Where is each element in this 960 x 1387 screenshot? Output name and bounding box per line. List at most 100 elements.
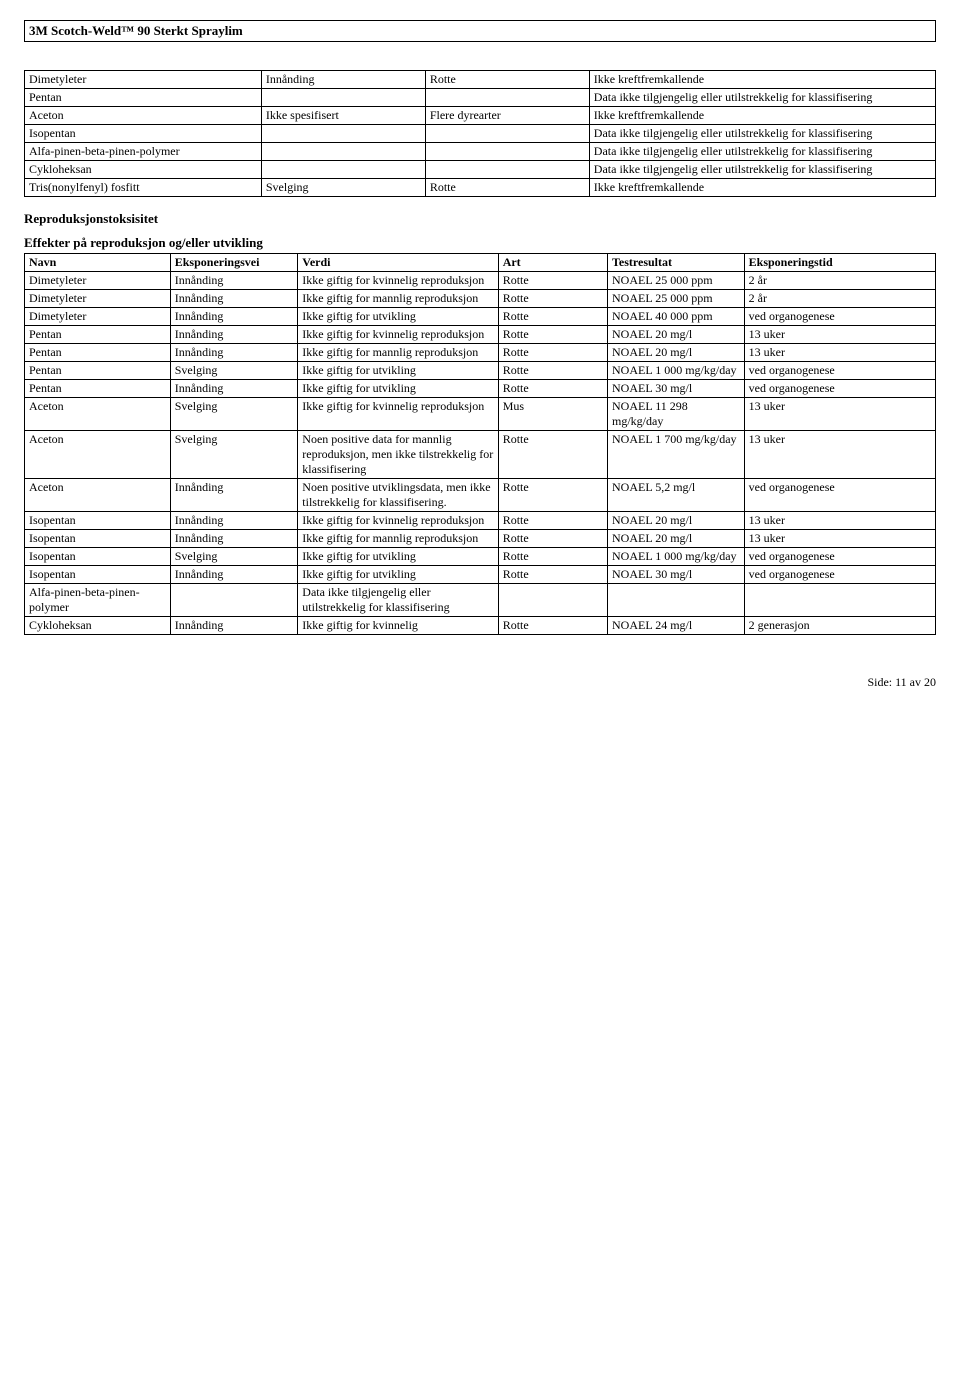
table-row: IsopentanData ikke tilgjengelig eller ut… xyxy=(25,125,936,143)
table-cell: Rotte xyxy=(425,179,589,197)
table-cell: NOAEL 1 000 mg/kg/day xyxy=(608,548,745,566)
table-cell: NOAEL 25 000 ppm xyxy=(608,272,745,290)
table-cell: Ikke giftig for mannlig reproduksjon xyxy=(298,530,498,548)
table-row: IsopentanInnåndingIkke giftig for mannli… xyxy=(25,530,936,548)
table-cell xyxy=(425,143,589,161)
table-cell: Innånding xyxy=(170,344,298,362)
table-cell: Innånding xyxy=(170,326,298,344)
table-cell: NOAEL 25 000 ppm xyxy=(608,290,745,308)
table-cell: Svelging xyxy=(170,398,298,431)
table-cell: Data ikke tilgjengelig eller utilstrekke… xyxy=(298,584,498,617)
table-row: PentanSvelgingIkke giftig for utviklingR… xyxy=(25,362,936,380)
page-number: Side: 11 av 20 xyxy=(867,675,936,689)
table-cell xyxy=(425,125,589,143)
table-cell: ved organogenese xyxy=(744,479,935,512)
table-cell: ved organogenese xyxy=(744,362,935,380)
table-cell: Ikke giftig for mannlig reproduksjon xyxy=(298,344,498,362)
table-cell xyxy=(425,89,589,107)
table-cell: Aceton xyxy=(25,479,171,512)
table-cell: Rotte xyxy=(498,272,607,290)
table-cell: Ikke giftig for kvinnelig xyxy=(298,617,498,635)
table-cell: NOAEL 30 mg/l xyxy=(608,566,745,584)
table-row: PentanData ikke tilgjengelig eller utils… xyxy=(25,89,936,107)
table-cell: Ikke giftig for utvikling xyxy=(298,548,498,566)
table-cell: Innånding xyxy=(170,272,298,290)
col-header: Eksponeringsvei xyxy=(170,254,298,272)
table-cell: Rotte xyxy=(498,290,607,308)
table-row: AcetonIkke spesifisertFlere dyrearterIkk… xyxy=(25,107,936,125)
table-cell: Ikke giftig for utvikling xyxy=(298,362,498,380)
table-cell: Isopentan xyxy=(25,548,171,566)
table-cell xyxy=(261,89,425,107)
table-cell: Tris(nonylfenyl) fosfitt xyxy=(25,179,262,197)
table-cell: Dimetyleter xyxy=(25,308,171,326)
table-cell: Rotte xyxy=(498,344,607,362)
table-cell: 2 generasjon xyxy=(744,617,935,635)
col-header: Verdi xyxy=(298,254,498,272)
table-cell: Rotte xyxy=(498,548,607,566)
table-cell: 13 uker xyxy=(744,344,935,362)
table-cell: Rotte xyxy=(498,431,607,479)
table-cell: Alfa-pinen-beta-pinen-polymer xyxy=(25,143,262,161)
table-header-row: Navn Eksponeringsvei Verdi Art Testresul… xyxy=(25,254,936,272)
table-cell: NOAEL 40 000 ppm xyxy=(608,308,745,326)
table-cell: ved organogenese xyxy=(744,380,935,398)
table-cell: 2 år xyxy=(744,272,935,290)
table-cell: 13 uker xyxy=(744,431,935,479)
table-cell: NOAEL 11 298 mg/kg/day xyxy=(608,398,745,431)
table-cell: Innånding xyxy=(170,479,298,512)
table-cell: Rotte xyxy=(498,479,607,512)
table-cell: Svelging xyxy=(170,548,298,566)
table-cell: Isopentan xyxy=(25,566,171,584)
col-header: Navn xyxy=(25,254,171,272)
page-footer: Side: 11 av 20 xyxy=(24,675,936,690)
table-cell: Noen positive utviklingsdata, men ikke t… xyxy=(298,479,498,512)
table-cell: Innånding xyxy=(170,566,298,584)
table-cell: Dimetyleter xyxy=(25,272,171,290)
table-cell: Mus xyxy=(498,398,607,431)
table-cell: Data ikke tilgjengelig eller utilstrekke… xyxy=(589,89,935,107)
table-row: Alfa-pinen-beta-pinen-polymer Data ikke t… xyxy=(25,584,936,617)
table-cell: Ikke giftig for kvinnelig reproduksjon xyxy=(298,512,498,530)
table-cell: Innånding xyxy=(170,308,298,326)
table-row: IsopentanInnåndingIkke giftig for utvikl… xyxy=(25,566,936,584)
table-cell xyxy=(744,584,935,617)
table-row: DimetyleterInnåndingIkke giftig for utvi… xyxy=(25,308,936,326)
sub-heading-effects: Effekter på reproduksjon og/eller utvikl… xyxy=(24,235,936,251)
table-cell: NOAEL 30 mg/l xyxy=(608,380,745,398)
table-cell: NOAEL 1 000 mg/kg/day xyxy=(608,362,745,380)
col-header: Testresultat xyxy=(608,254,745,272)
table-cell: Data ikke tilgjengelig eller utilstrekke… xyxy=(589,143,935,161)
table-cell: Ikke giftig for utvikling xyxy=(298,380,498,398)
table-cell: NOAEL 20 mg/l xyxy=(608,326,745,344)
col-header: Art xyxy=(498,254,607,272)
table-cell: Alfa-pinen-beta-pinen-polymer xyxy=(25,584,171,617)
table-cell: Aceton xyxy=(25,107,262,125)
table-cell: Data ikke tilgjengelig eller utilstrekke… xyxy=(589,125,935,143)
table-row: PentanInnåndingIkke giftig for utvikling… xyxy=(25,380,936,398)
table-cell: Flere dyrearter xyxy=(425,107,589,125)
table-cell: Ikke kreftfremkallende xyxy=(589,71,935,89)
table-cell: Innånding xyxy=(170,380,298,398)
table-cell: Data ikke tilgjengelig eller utilstrekke… xyxy=(589,161,935,179)
table-cell: Rotte xyxy=(498,308,607,326)
reproduction-effects-table: Navn Eksponeringsvei Verdi Art Testresul… xyxy=(24,253,936,635)
table-cell: Ikke spesifisert xyxy=(261,107,425,125)
col-header: Eksponeringstid xyxy=(744,254,935,272)
section-heading-reproduction: Reproduksjonstoksisitet xyxy=(24,211,936,227)
table-cell: ved organogenese xyxy=(744,548,935,566)
toxicity-table-1: DimetyleterInnåndingRotteIkke kreftfremk… xyxy=(24,70,936,197)
table-row: AcetonSvelgingNoen positive data for man… xyxy=(25,431,936,479)
table-cell: Rotte xyxy=(498,326,607,344)
table-row: PentanInnåndingIkke giftig for kvinnelig… xyxy=(25,326,936,344)
table-cell: 13 uker xyxy=(744,398,935,431)
table-cell: Innånding xyxy=(170,617,298,635)
table-cell: Innånding xyxy=(170,512,298,530)
table-cell: Pentan xyxy=(25,326,171,344)
table-cell: Isopentan xyxy=(25,530,171,548)
table-cell: Ikke giftig for kvinnelig reproduksjon xyxy=(298,326,498,344)
document-title: 3M Scotch-Weld™ 90 Sterkt Spraylim xyxy=(29,23,243,38)
table-row: CykloheksanData ikke tilgjengelig eller … xyxy=(25,161,936,179)
table-cell xyxy=(498,584,607,617)
table-cell: Pentan xyxy=(25,362,171,380)
